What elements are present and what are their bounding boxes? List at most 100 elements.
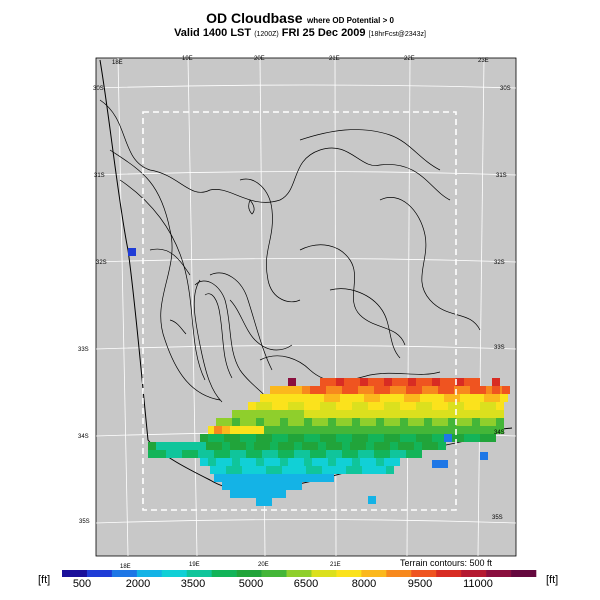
cloudbase-cell	[384, 418, 392, 426]
cloudbase-cell	[290, 466, 298, 474]
valid-time: Valid 1400 LST	[174, 27, 252, 39]
cloudbase-cell	[384, 434, 392, 442]
cloudbase-cell	[320, 378, 328, 386]
cloudbase-cell	[264, 458, 272, 466]
cloudbase-cell	[438, 386, 446, 394]
lon-labels-top: 18E 19E 20E 21E 22E 23E	[112, 56, 489, 66]
colorbar-swatch	[62, 570, 88, 577]
cloudbase-cell	[324, 394, 332, 402]
cloudbase-cell	[392, 418, 400, 426]
cloudbase-cell	[352, 418, 360, 426]
cloudbase-cell	[492, 386, 500, 394]
cloudbase-cell	[344, 426, 352, 434]
cloudbase-cell	[408, 402, 416, 410]
cloudbase-cell	[354, 466, 362, 474]
cloudbase-cell	[240, 410, 248, 418]
cloudbase-cell	[318, 450, 326, 458]
cloudbase-cell	[380, 394, 388, 402]
cloudbase-cell	[456, 434, 464, 442]
cloudbase-cell	[438, 442, 446, 450]
cloudbase-cell	[240, 418, 248, 426]
cloudbase-cell	[312, 434, 320, 442]
cloudbase-cell	[256, 418, 264, 426]
cloudbase-cell	[400, 402, 408, 410]
cloudbase-cell	[294, 386, 302, 394]
cloudbase-cell	[328, 434, 336, 442]
cloudbase-cell	[254, 490, 262, 498]
cloudbase-cell	[352, 378, 360, 386]
cloudbase-cell	[384, 402, 392, 410]
cloudbase-cell	[238, 490, 246, 498]
lat-label: 32S	[494, 260, 505, 266]
cloudbase-cell	[302, 386, 310, 394]
cloudbase-cell	[424, 378, 432, 386]
cloudbase-cell	[342, 442, 350, 450]
cloudbase-cell	[280, 426, 288, 434]
cloudbase-cell	[288, 434, 296, 442]
cloudbase-cell	[390, 450, 398, 458]
cloudbase-cell	[448, 410, 456, 418]
cloudbase-cell	[208, 426, 216, 434]
colorbar-swatch	[486, 570, 512, 577]
cloudbase-cell	[392, 378, 400, 386]
cloudbase-cell	[480, 426, 488, 434]
cloudbase-cell	[312, 458, 320, 466]
colorbar-tick-label: 9500	[407, 578, 433, 590]
lat-label: 33S	[494, 345, 505, 351]
lat-label: 31S	[496, 173, 507, 179]
cloudbase-cell	[304, 458, 312, 466]
cloudbase-cell	[350, 442, 358, 450]
cloudbase-cell	[334, 442, 342, 450]
cloudbase-cell	[370, 466, 378, 474]
cloudbase-cell	[206, 450, 214, 458]
lon-labels-bottom: 18E 19E 20E 21E	[120, 562, 341, 570]
cloudbase-cell	[304, 434, 312, 442]
cloudbase-cell	[296, 418, 304, 426]
cloudbase-cell	[348, 394, 356, 402]
cloudbase-cell	[286, 386, 294, 394]
cloudbase-cell	[496, 418, 504, 426]
cloudbase-cell	[320, 434, 328, 442]
cloudbase-cell	[412, 394, 420, 402]
cloudbase-cell	[262, 450, 270, 458]
cloudbase-cell	[326, 386, 334, 394]
cloudbase-cell	[376, 410, 384, 418]
cloudbase-cell	[374, 386, 382, 394]
cloudbase-cell	[476, 394, 484, 402]
cloudbase-cell	[320, 418, 328, 426]
cloudbase-cell	[182, 450, 190, 458]
cloudbase-cell	[262, 442, 270, 450]
cloudbase-cell	[464, 402, 472, 410]
valid-date: FRI 25 Dec 2009	[281, 27, 366, 39]
cloudbase-cell	[488, 402, 496, 410]
cloudbase-cell	[344, 458, 352, 466]
cloudbase-cell	[406, 386, 414, 394]
cloudbase-cell	[248, 434, 256, 442]
cloudbase-cell	[216, 434, 224, 442]
title-qualifier: where OD Potential > 0	[307, 16, 394, 25]
cloudbase-cell	[300, 394, 308, 402]
cloudbase-cell	[368, 434, 376, 442]
cloudbase-cell	[432, 434, 440, 442]
cloudbase-cell	[352, 434, 360, 442]
cloudbase-cell	[344, 410, 352, 418]
cloudbase-cell	[334, 450, 342, 458]
cloudbase-cell	[238, 474, 246, 482]
cloudbase-cell	[266, 466, 274, 474]
cloudbase-cell	[232, 418, 240, 426]
cloudbase-cell	[320, 402, 328, 410]
cloudbase-cell	[248, 402, 256, 410]
cloudbase-cell	[398, 442, 406, 450]
cloudbase-cell	[264, 410, 272, 418]
cloudbase-cell	[478, 386, 486, 394]
cloudbase-cell	[472, 418, 480, 426]
cloudbase-cell	[360, 434, 368, 442]
cloudbase-cell	[318, 386, 326, 394]
cloudbase-cell	[368, 402, 376, 410]
cloudbase-cell	[264, 498, 272, 506]
cloudbase-cell	[432, 426, 440, 434]
cloudbase-cell	[328, 426, 336, 434]
cloudbase-cell	[376, 434, 384, 442]
cloudbase-cell	[316, 394, 324, 402]
cloudbase-cell	[502, 386, 510, 394]
